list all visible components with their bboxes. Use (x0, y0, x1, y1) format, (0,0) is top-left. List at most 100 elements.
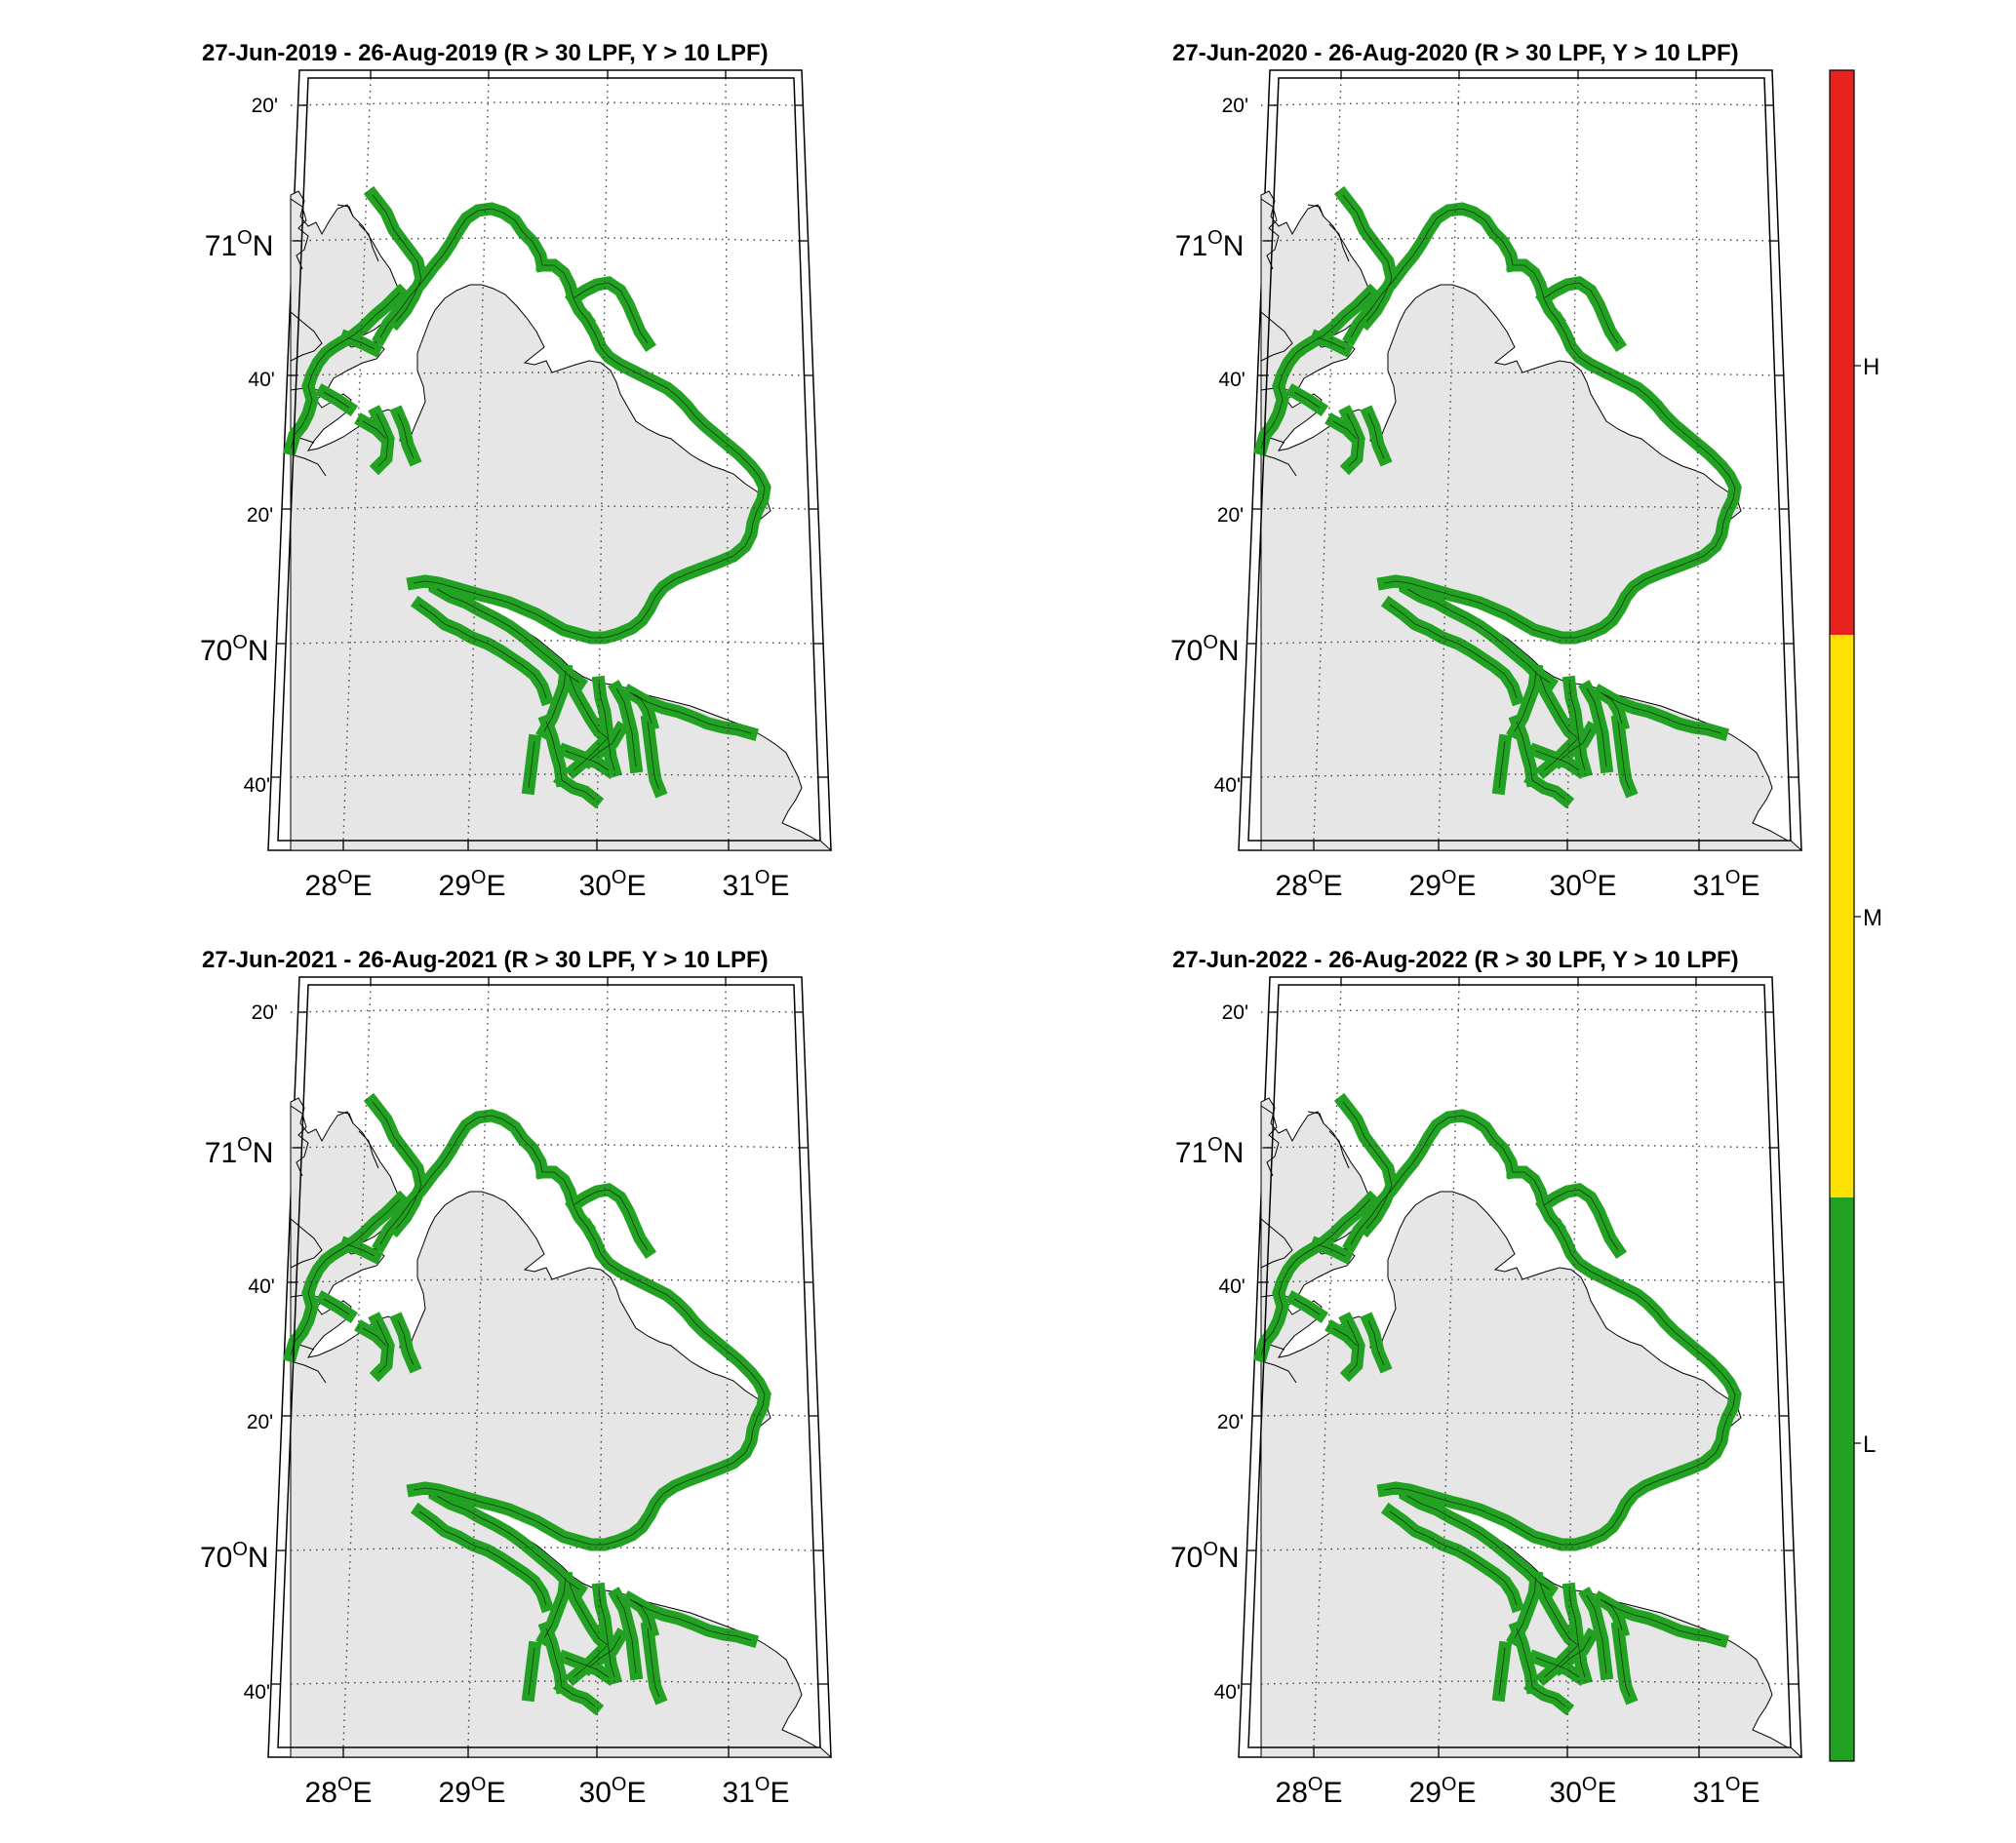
colorbar-frame (1829, 69, 1855, 1762)
degree-symbol: O (1207, 1134, 1223, 1156)
latitude-tick-label: 20' (1222, 95, 1248, 117)
latitude-tick-label: 40' (248, 369, 274, 391)
panel-title: 27-Jun-2019 - 26-Aug-2019 (R > 30 LPF, Y… (202, 40, 769, 66)
latitude-gridline (290, 1278, 805, 1283)
map-panel-2021: 27-Jun-2021 - 26-Aug-2021 (R > 30 LPF, Y… (200, 947, 833, 1809)
latitude-tick-label: 20' (247, 504, 273, 527)
map-frame-inner (277, 984, 821, 1748)
colorbar-label-high: H (1863, 354, 1879, 380)
colorbar-segment-low (1830, 1197, 1854, 1761)
panel-title: 27-Jun-2020 - 26-Aug-2020 (R > 30 LPF, Y… (1172, 40, 1739, 66)
latitude-tick-label: 71ON (205, 227, 274, 262)
longitude-gridline (1566, 984, 1579, 1748)
map-frame-inner (1247, 984, 1792, 1748)
longitude-tick-label: 29OE (439, 1774, 506, 1809)
longitude-gridline (725, 984, 730, 1748)
degree-symbol: O (232, 1539, 248, 1560)
degree-symbol: O (237, 227, 253, 249)
longitude-tick-label: 30OE (579, 867, 647, 902)
latitude-tick-label: 70ON (200, 1539, 269, 1574)
latitude-tick-label: 71ON (1175, 1134, 1245, 1169)
coastal-zone-edge (1260, 194, 1736, 801)
longitude-gridline (1313, 77, 1342, 842)
degree-symbol: O (1207, 227, 1223, 249)
panel-title: 27-Jun-2021 - 26-Aug-2021 (R > 30 LPF, Y… (202, 947, 769, 973)
longitude-tick-label: 30OE (579, 1774, 647, 1809)
longitude-tick-label: 29OE (439, 867, 506, 902)
latitude-tick-label: 40' (1218, 1275, 1245, 1298)
longitude-tick-label: 31OE (723, 1774, 790, 1809)
map-panel-2022: 27-Jun-2022 - 26-Aug-2022 (R > 30 LPF, Y… (1170, 947, 1803, 1809)
latitude-gridline (1260, 1144, 1770, 1149)
longitude-gridline (596, 77, 609, 842)
latitude-tick-label: 40' (1218, 369, 1245, 391)
longitude-gridline (467, 77, 490, 842)
latitude-tick-label: 70ON (200, 632, 269, 667)
longitude-tick-label: 31OE (1693, 1774, 1760, 1809)
latitude-tick-label: 70ON (1170, 632, 1240, 667)
longitude-tick-label: 31OE (723, 867, 790, 902)
latitude-gridline (1260, 640, 1784, 645)
land-area (1260, 1097, 1803, 1758)
colorbar: H M L (1829, 69, 1882, 1762)
latitude-tick-label: 40' (248, 1275, 274, 1298)
longitude-tick-label: 30OE (1550, 867, 1617, 902)
latitude-gridline (1260, 1278, 1775, 1283)
degree-symbol: O (1203, 632, 1218, 653)
land-area (1260, 190, 1803, 851)
latitude-gridline (1260, 372, 1775, 376)
longitude-gridline (342, 984, 372, 1748)
longitude-gridline (1438, 77, 1460, 842)
latitude-tick-label: 70ON (1170, 1539, 1240, 1574)
latitude-gridline (290, 1144, 800, 1149)
land-area (290, 190, 833, 851)
longitude-tick-label: 29OE (1409, 1774, 1477, 1809)
longitude-gridline (1438, 984, 1460, 1748)
longitude-tick-label: 28OE (305, 1774, 373, 1809)
longitude-tick-label: 31OE (1693, 867, 1760, 902)
longitude-tick-label: 28OE (1276, 867, 1343, 902)
longitude-gridline (1566, 77, 1579, 842)
latitude-tick-label: 20' (247, 1411, 273, 1433)
coastal-zone-edge (290, 194, 766, 801)
latitude-tick-label: 20' (252, 95, 278, 117)
degree-symbol: O (1203, 1539, 1218, 1560)
map-panel-2019: 27-Jun-2019 - 26-Aug-2019 (R > 30 LPF, Y… (200, 40, 833, 902)
map-frame-inner (277, 77, 821, 842)
coastal-zone-edge (1260, 1101, 1736, 1707)
longitude-gridline (1695, 77, 1700, 842)
longitude-gridline (342, 77, 372, 842)
longitude-gridline (725, 77, 730, 842)
latitude-gridline (290, 1547, 813, 1551)
latitude-gridline (290, 640, 813, 645)
latitude-tick-label: 40' (244, 1681, 270, 1704)
latitude-tick-label: 71ON (1175, 227, 1245, 262)
colorbar-segment-high (1830, 70, 1854, 635)
latitude-tick-label: 40' (1214, 1681, 1241, 1704)
latitude-tick-label: 71ON (205, 1134, 274, 1169)
longitude-gridline (467, 984, 490, 1748)
latitude-tick-label: 20' (252, 1001, 278, 1024)
latitude-tick-label: 20' (1222, 1001, 1248, 1024)
latitude-tick-label: 40' (1214, 774, 1241, 797)
coastal-zone-edge (290, 1101, 766, 1707)
latitude-gridline (1260, 237, 1770, 242)
longitude-gridline (596, 984, 609, 1748)
longitude-tick-label: 29OE (1409, 867, 1477, 902)
land-area (290, 1097, 833, 1758)
latitude-tick-label: 20' (1217, 504, 1244, 527)
panel-title: 27-Jun-2022 - 26-Aug-2022 (R > 30 LPF, Y… (1172, 947, 1739, 973)
map-frame-inner (1247, 77, 1792, 842)
longitude-gridline (1313, 984, 1342, 1748)
colorbar-segment-medium (1830, 635, 1854, 1197)
latitude-gridline (290, 372, 805, 376)
latitude-tick-label: 40' (244, 774, 270, 797)
latitude-gridline (290, 237, 800, 242)
latitude-gridline (1260, 1547, 1784, 1551)
longitude-tick-label: 28OE (305, 867, 373, 902)
longitude-gridline (1695, 984, 1700, 1748)
latitude-tick-label: 20' (1217, 1411, 1244, 1433)
colorbar-label-low: L (1863, 1431, 1876, 1458)
longitude-tick-label: 28OE (1276, 1774, 1343, 1809)
